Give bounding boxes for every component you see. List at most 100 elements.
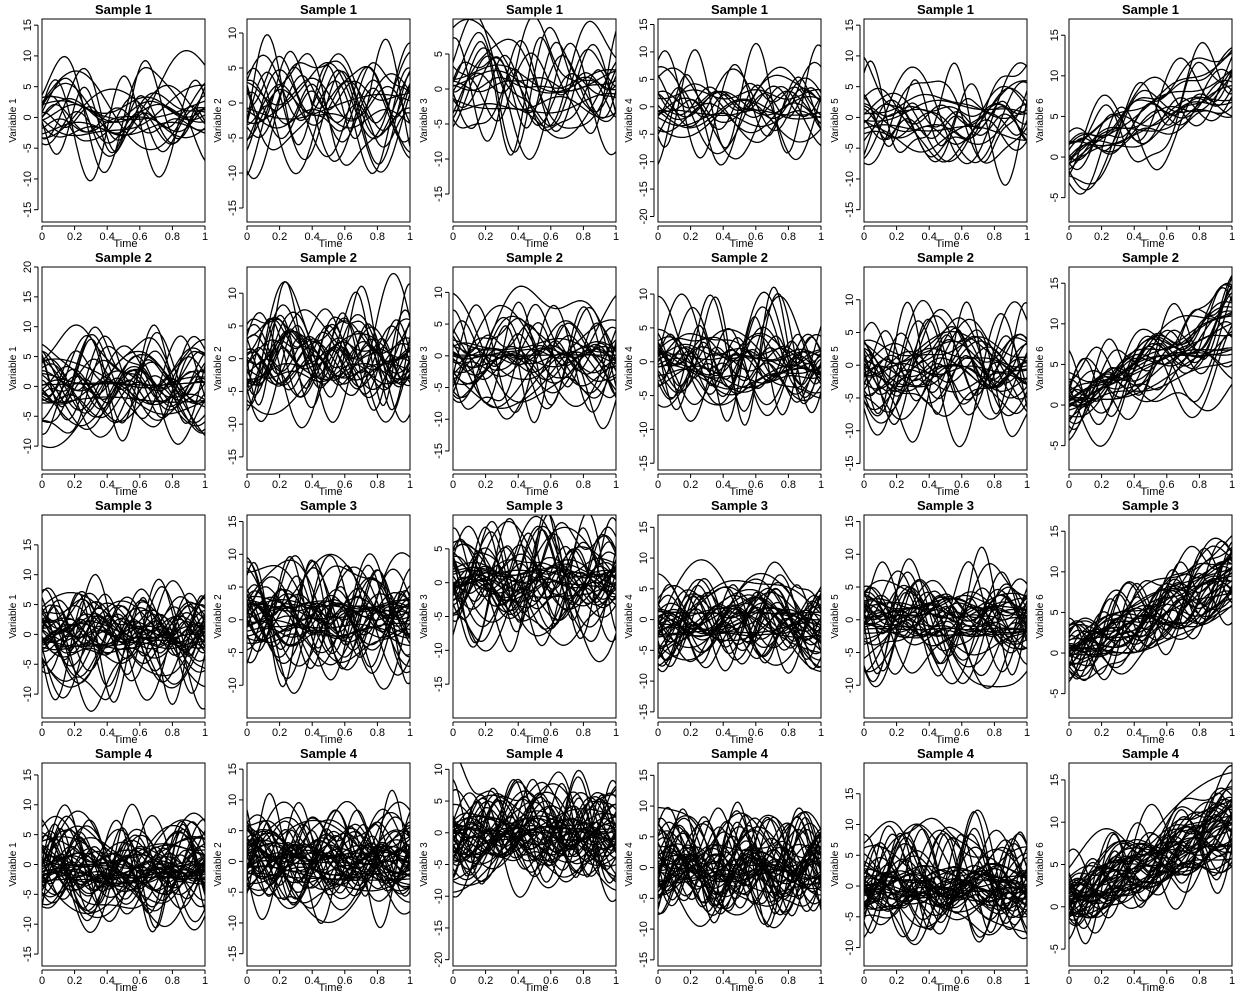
series-line <box>247 816 410 897</box>
series-line <box>453 829 616 846</box>
x-tick-label: 0.4 <box>100 479 115 491</box>
y-axis-label: Variable 6 <box>1035 346 1046 391</box>
y-tick-label: -10 <box>227 165 239 181</box>
y-tick-label: 10 <box>227 287 239 299</box>
series-line <box>453 831 616 857</box>
plot-frame <box>657 514 822 719</box>
x-tick-label: 1 <box>202 479 208 491</box>
series-line <box>247 51 410 124</box>
y-tick-label: -10 <box>227 915 239 931</box>
series-line <box>42 96 205 118</box>
y-tick-label: 15 <box>22 539 34 551</box>
x-tick-label: 0.4 <box>100 727 115 739</box>
series-line <box>1069 849 1232 919</box>
y-tick-label: 10 <box>1049 318 1061 330</box>
series-line <box>453 792 616 858</box>
plot-frame <box>1068 266 1233 471</box>
series-line <box>453 42 616 161</box>
series-line <box>864 330 1027 368</box>
series-line <box>658 82 821 131</box>
panel: Sample 4 0 0.2 0.4 0.6 0.8 1 Time -15 -10 -5 0 5 10 15… <box>624 746 824 994</box>
series-line <box>42 622 205 649</box>
y-tick-label: -5 <box>433 119 445 129</box>
x-tick-label: 0.4 <box>305 727 320 739</box>
x-axis-label: Time <box>113 486 137 498</box>
plot-frame <box>246 514 411 719</box>
series-line <box>247 320 410 366</box>
x-tick-label: 0 <box>450 727 456 739</box>
x-tick-label: 1 <box>1229 727 1235 739</box>
x-tick-label: 0.4 <box>1127 231 1142 243</box>
x-tick-label: 0.8 <box>1192 479 1207 491</box>
x-tick-label: 0.8 <box>576 479 591 491</box>
series-line <box>247 596 410 620</box>
series-line <box>864 880 1027 911</box>
x-axis-label: Time <box>935 486 959 498</box>
series-line <box>658 807 821 915</box>
y-tick-label: 15 <box>1049 774 1061 786</box>
y-tick-label: 10 <box>844 548 856 560</box>
series-line <box>42 601 205 677</box>
x-axis-label: Time <box>729 734 753 746</box>
y-tick-label: 5 <box>227 65 239 71</box>
series-line <box>42 639 205 651</box>
series-line <box>42 82 205 134</box>
series-line <box>658 357 821 396</box>
y-axis-label: Variable 4 <box>624 346 635 391</box>
x-tick-label: 0.6 <box>1159 727 1174 739</box>
y-tick-label: -5 <box>227 887 239 897</box>
series-line <box>453 76 616 92</box>
series-line <box>247 844 410 865</box>
series-line <box>658 587 821 632</box>
series-line <box>864 829 1027 930</box>
curves <box>42 573 205 712</box>
x-tick-label: 0 <box>244 975 250 987</box>
x-axis-label: Time <box>524 486 548 498</box>
x-tick-label: 0.4 <box>511 975 526 987</box>
series-line <box>42 841 205 878</box>
series-line <box>42 339 205 423</box>
series-line <box>1069 851 1232 902</box>
x-tick-label: 0.6 <box>748 479 763 491</box>
x-tick-label: 0.2 <box>1094 975 1109 987</box>
plot-frame <box>863 762 1028 967</box>
curves <box>42 324 205 449</box>
x-tick-label: 0.6 <box>132 479 147 491</box>
panel-title: Sample 2 <box>711 250 768 265</box>
series-line <box>42 350 205 449</box>
series-line <box>658 604 821 661</box>
series-line <box>42 823 205 933</box>
x-tick-label: 1 <box>202 231 208 243</box>
plot-frame <box>1068 762 1233 967</box>
x-tick-label: 0 <box>1066 231 1072 243</box>
y-axis-label: Variable 4 <box>624 594 635 639</box>
y-tick-label: -5 <box>638 391 650 401</box>
series-line <box>247 852 410 893</box>
series-line <box>42 599 205 656</box>
x-tick-label: 0.2 <box>1094 479 1109 491</box>
curves <box>1069 274 1232 447</box>
x-axis-label: Time <box>524 238 548 250</box>
x-tick-label: 0.8 <box>370 231 385 243</box>
x-axis-label: Time <box>318 734 342 746</box>
y-tick-label: -15 <box>227 449 239 465</box>
x-tick-label: 1 <box>1024 727 1030 739</box>
x-tick-label: 0 <box>655 975 661 987</box>
series-line <box>453 345 616 359</box>
x-tick-label: 0.6 <box>954 975 969 987</box>
panel-title: Sample 4 <box>711 746 769 761</box>
x-tick-label: 0.4 <box>1127 479 1142 491</box>
y-tick-label: 10 <box>1049 816 1061 828</box>
series-line <box>247 61 410 140</box>
series-line <box>453 803 616 866</box>
x-tick-label: 0.8 <box>165 727 180 739</box>
series-line <box>658 86 821 120</box>
series-line <box>247 67 410 175</box>
x-tick-label: 0.4 <box>922 231 937 243</box>
series-line <box>1069 556 1232 681</box>
y-tick-label: 10 <box>227 27 239 39</box>
y-tick-label: 10 <box>638 552 650 564</box>
y-tick-label: 20 <box>22 261 34 273</box>
panel-title: Sample 2 <box>1122 250 1179 265</box>
x-tick-label: 0.6 <box>132 231 147 243</box>
